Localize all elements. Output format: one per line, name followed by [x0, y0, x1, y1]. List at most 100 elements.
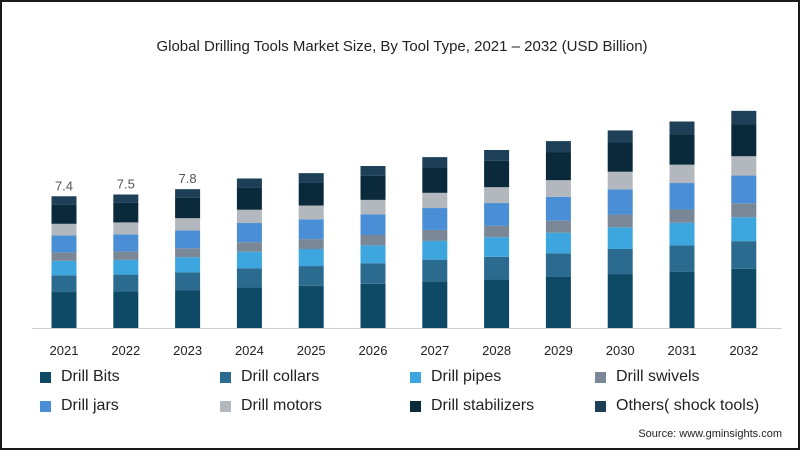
- bar-segment-drill-bits-2031: [669, 271, 695, 328]
- legend-swatch: [220, 400, 231, 412]
- legend-label: Drill swivels: [616, 368, 700, 385]
- legend-item: Drill collars: [220, 368, 410, 386]
- bar-segment-drill-motors-2027: [422, 192, 448, 209]
- bar-segment-drill-swivels-2032: [731, 203, 757, 218]
- bar-segment-drill-collars-2030: [607, 248, 633, 275]
- bar-segment-drill-swivels-2027: [422, 229, 448, 241]
- bar-segment-drill-swivels-2031: [669, 209, 695, 223]
- bar-segment-others-shock-tools--2024: [236, 178, 262, 188]
- bar-segment-drill-pipes-2023: [175, 257, 201, 273]
- bar-segment-drill-pipes-2022: [113, 259, 139, 275]
- x-tick-label: 2026: [359, 343, 388, 358]
- bar-segment-drill-swivels-2022: [113, 251, 139, 260]
- legend-label: Drill pipes: [431, 368, 502, 385]
- bar-segment-drill-jars-2025: [298, 219, 324, 240]
- x-tick-label: 2027: [420, 343, 449, 358]
- bar-segment-drill-bits-2030: [607, 274, 633, 328]
- legend-item: Drill stabilizers: [410, 397, 595, 415]
- bar-segment-drill-jars-2021: [51, 235, 77, 253]
- bar-segment-others-shock-tools--2023: [175, 189, 201, 198]
- bar-segment-drill-swivels-2021: [51, 252, 77, 261]
- bar-segment-drill-jars-2030: [607, 189, 633, 215]
- bar-segment-drill-bits-2021: [51, 292, 77, 328]
- bar-segment-drill-stabilizers-2021: [51, 204, 77, 224]
- x-tick-label: 2029: [544, 343, 573, 358]
- bar-segment-drill-jars-2023: [175, 230, 201, 249]
- bar-segment-drill-bits-2024: [236, 287, 262, 328]
- bar-segment-drill-jars-2031: [669, 183, 695, 210]
- bar-segment-drill-motors-2023: [175, 218, 201, 231]
- bar-segment-others-shock-tools--2022: [113, 194, 139, 203]
- bar-segment-drill-collars-2027: [422, 259, 448, 282]
- bar-segment-drill-jars-2032: [731, 175, 757, 204]
- bar-segment-drill-collars-2021: [51, 275, 77, 293]
- bar-segment-others-shock-tools--2031: [669, 121, 695, 135]
- bar-segment-drill-bits-2023: [175, 290, 201, 328]
- source-note: Source: www.gminsights.com: [638, 428, 782, 440]
- bar-segment-drill-stabilizers-2023: [175, 197, 201, 219]
- bar-segment-drill-pipes-2024: [236, 251, 262, 269]
- bar-segment-others-shock-tools--2032: [731, 110, 757, 125]
- x-tick-label: 2032: [729, 343, 758, 358]
- bar-segment-drill-stabilizers-2030: [607, 142, 633, 172]
- bar-segment-drill-motors-2024: [236, 209, 262, 224]
- bar-segment-drill-jars-2029: [545, 196, 571, 221]
- legend-label: Drill collars: [241, 368, 320, 385]
- x-tick-label: 2024: [235, 343, 264, 358]
- legend-swatch: [220, 371, 231, 383]
- legend-swatch: [595, 371, 606, 383]
- legend-label: Drill motors: [241, 397, 322, 414]
- bar-segment-drill-jars-2022: [113, 234, 139, 252]
- bar-segment-drill-swivels-2030: [607, 214, 633, 228]
- legend-swatch: [595, 400, 606, 412]
- legend-item: Drill jars: [40, 397, 220, 415]
- bar-segment-drill-stabilizers-2025: [298, 182, 324, 206]
- bar-segment-drill-motors-2021: [51, 223, 77, 236]
- bar-segment-drill-collars-2025: [298, 266, 324, 286]
- x-tick-label: 2021: [50, 343, 79, 358]
- bar-segment-others-shock-tools--2021: [51, 196, 77, 205]
- bar-segment-drill-bits-2026: [360, 283, 386, 328]
- legend-label: Drill Bits: [61, 368, 120, 385]
- x-tick-label: 2031: [668, 343, 697, 358]
- legend-item: Drill swivels: [595, 368, 765, 386]
- bar-segment-others-shock-tools--2028: [484, 150, 510, 161]
- bar-segment-drill-jars-2026: [360, 214, 386, 236]
- bar-segment-drill-stabilizers-2022: [113, 202, 139, 223]
- bar-segment-others-shock-tools--2029: [545, 141, 571, 153]
- bar-segment-drill-motors-2028: [484, 187, 510, 204]
- bar-segment-drill-motors-2022: [113, 222, 139, 235]
- chart-title: Global Drilling Tools Market Size, By To…: [156, 38, 648, 55]
- bar-segment-drill-collars-2028: [484, 256, 510, 280]
- bar-segment-drill-collars-2024: [236, 268, 262, 288]
- bar-segment-drill-pipes-2029: [545, 232, 571, 254]
- total-data-label: 7.8: [179, 171, 197, 186]
- legend-swatch: [40, 371, 51, 383]
- bar-segment-drill-jars-2028: [484, 203, 510, 226]
- bar-segment-drill-motors-2031: [669, 164, 695, 184]
- bar-segment-drill-collars-2029: [545, 253, 571, 277]
- legend-swatch: [410, 371, 421, 383]
- bar-segment-drill-motors-2026: [360, 199, 386, 215]
- bar-segment-drill-pipes-2026: [360, 245, 386, 264]
- legend-row-1: Drill Bits Drill collars Drill pipes Drill …: [40, 368, 780, 386]
- bar-segment-drill-stabilizers-2029: [545, 152, 571, 181]
- bar-segment-drill-pipes-2031: [669, 222, 695, 246]
- bar-segment-drill-pipes-2021: [51, 260, 77, 276]
- legend-item: Drill pipes: [410, 368, 595, 386]
- bar-segment-drill-stabilizers-2032: [731, 124, 757, 157]
- legend-swatch: [40, 400, 51, 412]
- bar-segment-drill-jars-2027: [422, 208, 448, 230]
- total-data-label: 7.4: [55, 178, 73, 193]
- bar-segment-drill-motors-2025: [298, 205, 324, 220]
- bar-segment-drill-stabilizers-2027: [422, 167, 448, 193]
- bar-segment-drill-bits-2028: [484, 279, 510, 328]
- bar-segment-drill-collars-2026: [360, 263, 386, 284]
- total-data-label: 7.5: [117, 177, 135, 192]
- bar-segment-others-shock-tools--2030: [607, 130, 633, 143]
- bar-segment-others-shock-tools--2026: [360, 166, 386, 176]
- x-tick-label: 2023: [173, 343, 202, 358]
- bar-segment-drill-bits-2029: [545, 276, 571, 328]
